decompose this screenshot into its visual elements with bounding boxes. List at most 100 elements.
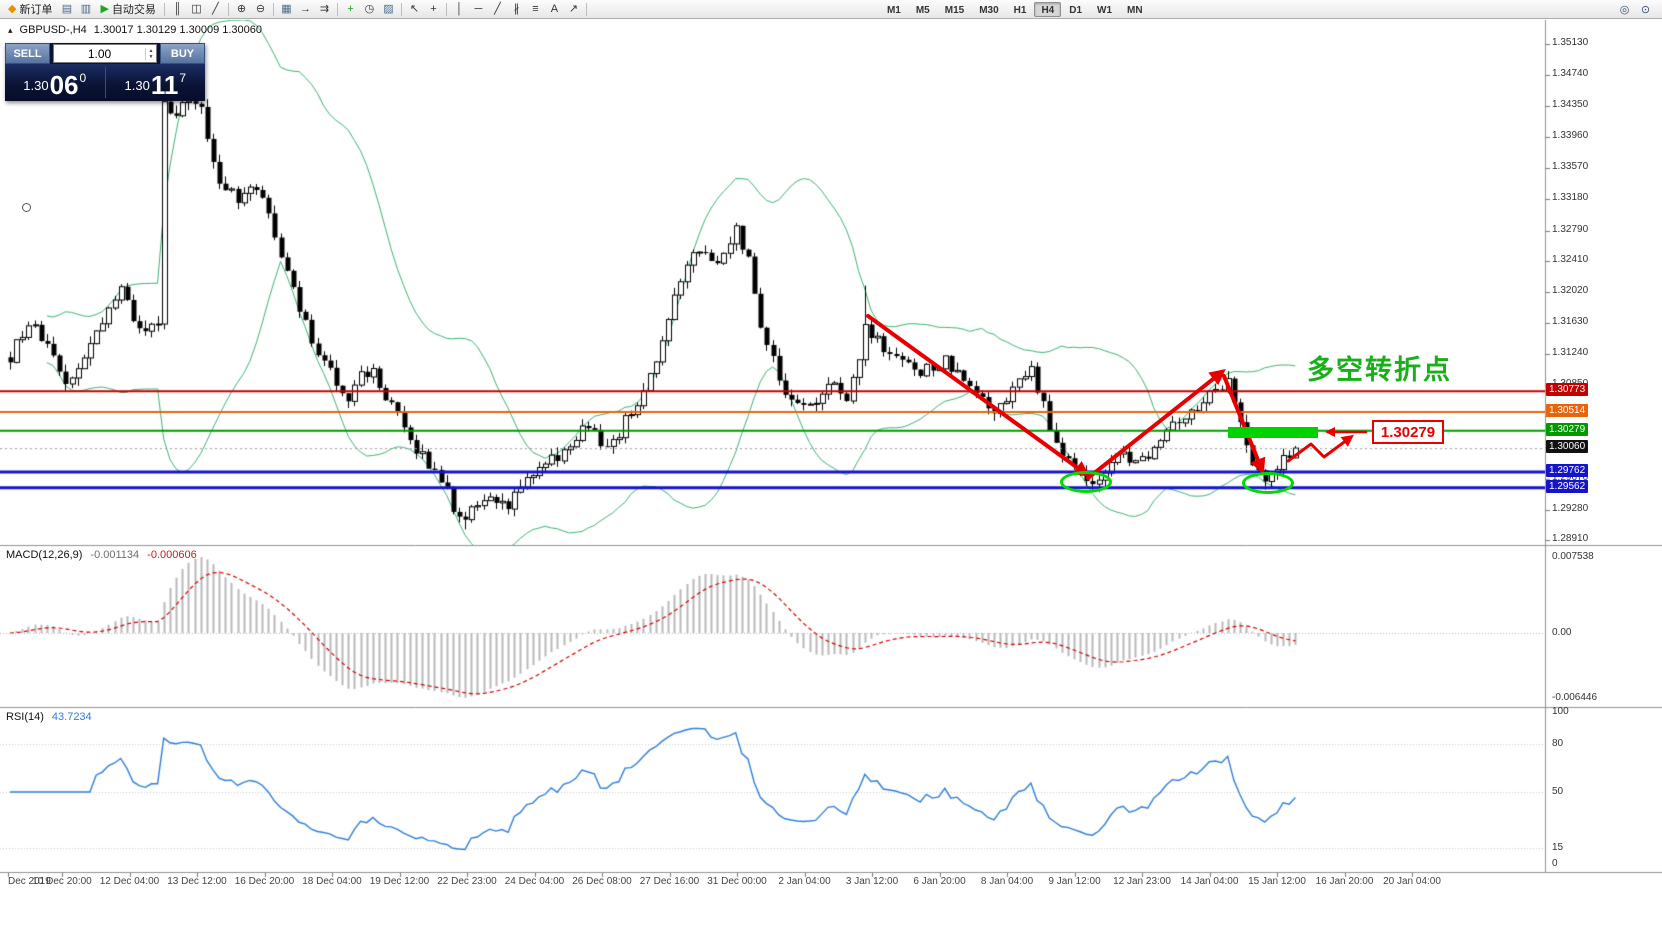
timeframe-mn[interactable]: MN xyxy=(1127,4,1143,16)
current-price-tag: 1.30060 xyxy=(1546,440,1589,454)
timeframe-d1[interactable]: D1 xyxy=(1069,4,1083,16)
sell-price[interactable]: 1.30 06 0 xyxy=(5,64,105,101)
chart-shift-icon[interactable]: ⇉ xyxy=(315,1,334,17)
chart-window-title: ▴ GBPUSD-,H4 1.30017 1.30129 1.30009 1.3… xyxy=(8,24,262,36)
autotrading-icon: ▶ xyxy=(100,2,109,15)
sell-button[interactable]: SELL xyxy=(5,43,50,64)
trade-panel-controls: SELL 1.00 ▲ ▼ BUY xyxy=(5,43,205,64)
arrows-tool-icon: ↗ xyxy=(568,2,579,15)
time-label: 20 Jan 04:00 xyxy=(1383,876,1441,887)
ellipse-object[interactable] xyxy=(1242,472,1294,494)
time-label: 13 Dec 12:00 xyxy=(167,876,227,887)
circle-marker-object[interactable] xyxy=(22,203,31,212)
price-tick: 1.34350 xyxy=(1552,99,1589,111)
time-label: 24 Dec 04:00 xyxy=(504,876,565,887)
rsi-name: RSI(14) xyxy=(6,711,44,723)
text-label-icon[interactable]: A xyxy=(545,1,564,17)
toolbar-right-group: ◎ ⊙ xyxy=(1615,1,1659,17)
timeframe-m30[interactable]: M30 xyxy=(979,4,999,16)
vertical-line-icon[interactable]: │ xyxy=(450,1,469,17)
bar-chart-icon[interactable]: ║ xyxy=(168,1,187,17)
equidistant-channel-icon[interactable]: ∦ xyxy=(507,1,526,17)
volume-spinner[interactable]: ▲ ▼ xyxy=(145,47,156,60)
timeframe-h4[interactable]: H4 xyxy=(1034,1,1062,17)
timeframe-w1[interactable]: W1 xyxy=(1097,4,1113,16)
volume-input[interactable]: 1.00 ▲ ▼ xyxy=(53,44,157,63)
price-callout-box[interactable]: 1.30279 xyxy=(1372,420,1444,444)
time-label: 10 Dec 20:00 xyxy=(32,876,92,887)
data-window-icon[interactable]: ▥ xyxy=(76,1,95,17)
data-window-icon: ▥ xyxy=(80,2,92,15)
indicators-icon[interactable]: + xyxy=(341,1,360,17)
toolbar-separator xyxy=(445,2,447,16)
time-label: 3 Jan 12:00 xyxy=(845,876,899,887)
cursor-icon[interactable]: ↖ xyxy=(405,1,424,17)
rsi-scale-label: 80 xyxy=(1552,738,1564,749)
buy-button[interactable]: BUY xyxy=(160,43,205,64)
autotrading-button[interactable]: ▶ 自动交易 xyxy=(95,1,160,17)
new-order-button-label: 新订单 xyxy=(19,4,53,16)
ellipse-object[interactable] xyxy=(1060,471,1112,493)
price-tick: 1.29670 xyxy=(1552,472,1589,484)
templates-icon: ▨ xyxy=(383,2,394,15)
timeframe-m1[interactable]: M1 xyxy=(886,4,901,16)
trendline-icon[interactable]: ╱ xyxy=(488,1,507,17)
market-watch-icon[interactable]: ▤ xyxy=(57,1,76,17)
zoom-in-icon: ⊕ xyxy=(236,2,247,15)
symbol-search-icon[interactable]: ◎ xyxy=(1619,3,1630,16)
price-tick: 1.33570 xyxy=(1552,161,1589,173)
toolbar-separator xyxy=(585,2,587,16)
turning-point-text-object[interactable]: 多空转折点 xyxy=(1307,355,1452,385)
macd-scale-label: 0.007538 xyxy=(1552,550,1594,562)
buy-price-prefix: 1.30 xyxy=(124,78,150,93)
line-chart-icon[interactable]: ╱ xyxy=(206,1,225,17)
volume-value[interactable]: 1.00 xyxy=(87,46,112,61)
periods-icon[interactable]: ◷ xyxy=(360,1,379,17)
buy-price[interactable]: 1.30 11 7 xyxy=(106,64,206,101)
timeframe-m15[interactable]: M15 xyxy=(944,4,965,16)
time-label: 18 Dec 04:00 xyxy=(302,876,362,887)
time-axis[interactable]: Dec 2019 10 Dec 20:00 12 Dec 04:00 13 Dec 1… xyxy=(0,873,1545,889)
time-label: 19 Dec 12:00 xyxy=(369,876,430,887)
tile-windows-icon: ▦ xyxy=(281,2,292,15)
fibonacci-icon[interactable]: ≡ xyxy=(526,1,545,17)
highlight-rectangle-object[interactable] xyxy=(1228,427,1318,438)
zoom-out-icon[interactable]: ⊖ xyxy=(251,1,270,17)
rsi-scale-label: 50 xyxy=(1552,786,1564,797)
volume-down-arrow-icon[interactable]: ▼ xyxy=(148,53,154,60)
zoom-in-icon[interactable]: ⊕ xyxy=(232,1,251,17)
price-tick: 1.31240 xyxy=(1552,347,1589,359)
volume-up-arrow-icon[interactable]: ▲ xyxy=(148,47,154,54)
timeframe-h1[interactable]: H1 xyxy=(1013,4,1027,16)
zoom-search-icon[interactable]: ⊙ xyxy=(1640,3,1651,16)
templates-icon[interactable]: ▨ xyxy=(379,1,398,17)
price-axis[interactable]: 1.35130 1.34740 1.34350 1.33960 1.33570 1.331… xyxy=(1545,20,1662,873)
arrows-tool-icon[interactable]: ↗ xyxy=(564,1,583,17)
candlestick-chart-icon: ◫ xyxy=(191,2,202,15)
tile-windows-icon[interactable]: ▦ xyxy=(277,1,296,17)
chart-symbol-period: GBPUSD-,H4 xyxy=(19,24,87,36)
price-tick: 1.28910 xyxy=(1552,532,1589,544)
time-label: 26 Dec 08:00 xyxy=(572,876,632,887)
auto-scroll-icon[interactable]: → xyxy=(296,1,315,17)
price-tick: 1.34740 xyxy=(1552,68,1589,80)
new-order-button[interactable]: ◆ 新订单 xyxy=(3,1,57,17)
toolbar-separator xyxy=(272,2,274,16)
horizontal-line-icon[interactable]: ─ xyxy=(469,1,488,17)
price-level-tag: 1.29562 xyxy=(1546,479,1589,493)
toolbar-separator xyxy=(227,2,229,16)
fibonacci-icon: ≡ xyxy=(532,2,539,15)
price-tick: 1.32790 xyxy=(1552,223,1589,235)
time-label: 6 Jan 20:00 xyxy=(913,876,966,887)
timeframe-m5[interactable]: M5 xyxy=(915,4,930,16)
auto-scroll-icon: → xyxy=(299,2,311,15)
bar-chart-icon: ║ xyxy=(173,2,182,15)
crosshair-icon[interactable]: + xyxy=(424,1,443,17)
sell-price-big: 06 xyxy=(49,70,79,100)
price-tick: 1.33960 xyxy=(1552,130,1589,142)
macd-main-value: -0.001134 xyxy=(90,549,140,561)
candlestick-chart-icon[interactable]: ◫ xyxy=(187,1,206,17)
toolbar-separator xyxy=(163,2,165,16)
macd-signal-value: -0.000606 xyxy=(147,549,197,561)
